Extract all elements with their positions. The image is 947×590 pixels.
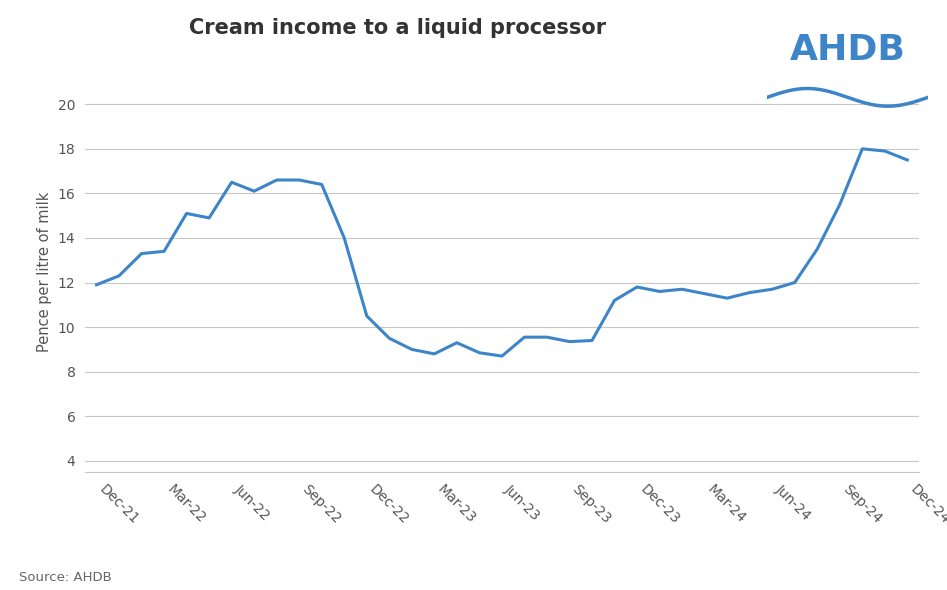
Text: Source: AHDB: Source: AHDB [19, 571, 112, 584]
Text: Cream income to a liquid processor: Cream income to a liquid processor [189, 18, 606, 38]
Y-axis label: Pence per litre of milk: Pence per litre of milk [37, 191, 52, 352]
Text: AHDB: AHDB [790, 33, 905, 67]
